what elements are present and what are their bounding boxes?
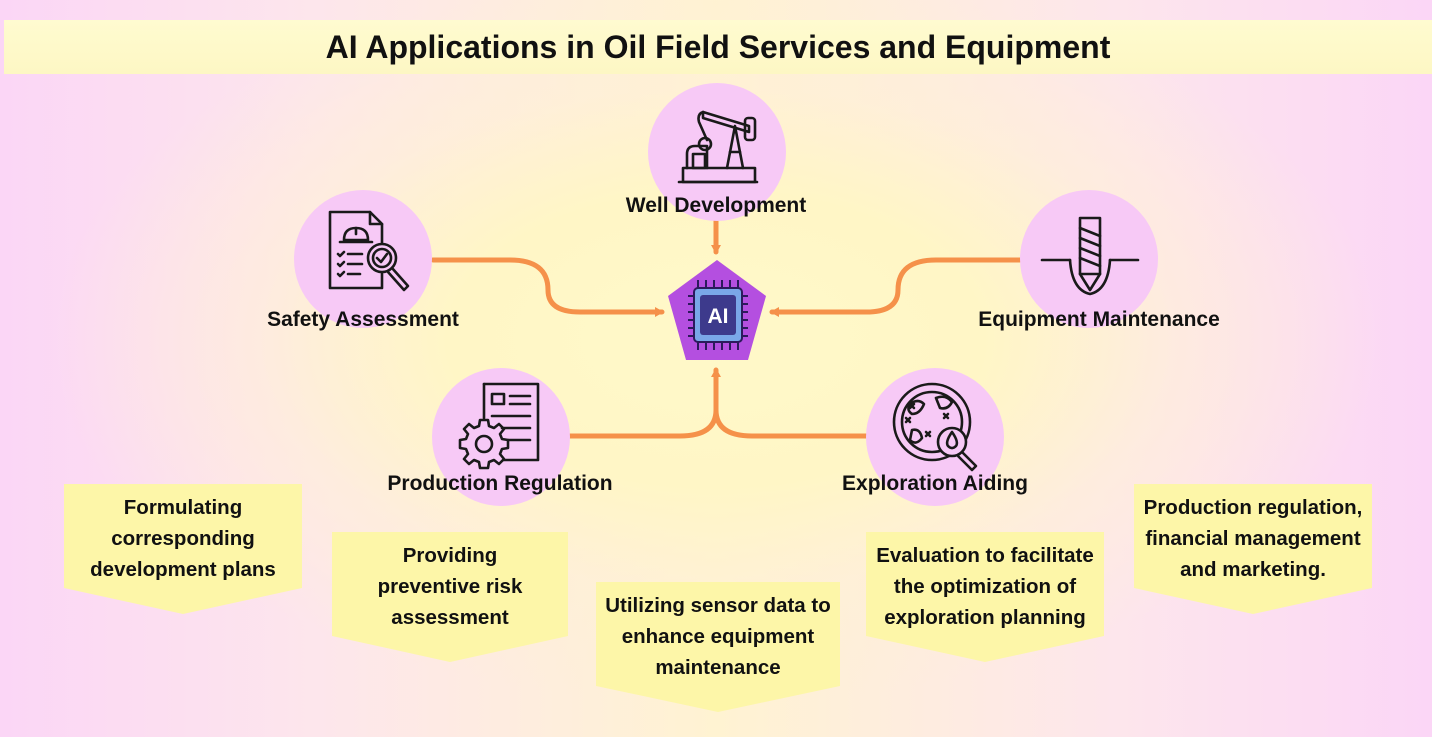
card-line: financial management xyxy=(1145,527,1361,550)
card-financial-management: Production regulation, financial managem… xyxy=(1134,484,1372,616)
card-sensor-data: Utilizing sensor data to enhance equipme… xyxy=(596,582,840,714)
card-line: exploration planning xyxy=(884,606,1086,629)
page-title: AI Applications in Oil Field Services an… xyxy=(325,28,1111,65)
well-development-label: Well Development xyxy=(625,194,807,217)
card-line: enhance equipment xyxy=(621,625,815,648)
card-line: Utilizing sensor data to xyxy=(605,594,831,617)
card-line: corresponding xyxy=(111,527,255,550)
card-line: and marketing. xyxy=(1180,558,1326,581)
card-preventive-risk: Providing preventive risk assessment xyxy=(332,532,568,664)
connector-production-regulation xyxy=(567,367,721,439)
card-line: the optimization of xyxy=(893,575,1077,598)
production-regulation-label: Production Regulation xyxy=(387,472,613,495)
card-line: maintenance xyxy=(655,656,781,679)
card-development-plans: Formulating corresponding development pl… xyxy=(64,484,302,616)
pumpjack-icon xyxy=(677,110,759,184)
card-line: Formulating xyxy=(123,496,243,519)
card-line: assessment xyxy=(391,606,509,629)
connector-equipment-maintenance xyxy=(769,257,1023,317)
connector-exploration-aiding xyxy=(713,407,869,439)
exploration-aiding-label: Exploration Aiding xyxy=(842,472,1028,495)
card-line: preventive risk xyxy=(377,575,523,598)
card-line: Production regulation, xyxy=(1143,496,1363,519)
connector-safety-assessment xyxy=(430,257,665,317)
safety-document-icon xyxy=(328,210,410,292)
well-development-circle xyxy=(648,83,786,221)
ai-chip-icon: AI xyxy=(668,260,766,360)
globe-search-icon xyxy=(892,382,978,472)
title-bar: AI Applications in Oil Field Services an… xyxy=(4,20,1432,74)
card-line: Evaluation to facilitate xyxy=(876,544,1094,567)
gear-document-icon xyxy=(458,382,540,470)
ai-chip-label: AI xyxy=(708,305,729,328)
card-exploration-planning: Evaluation to facilitate the optimizatio… xyxy=(866,532,1104,664)
safety-assessment-label: Safety Assessment xyxy=(267,308,459,331)
card-line: Providing xyxy=(402,544,498,567)
drill-bit-icon xyxy=(1040,216,1140,296)
equipment-maintenance-label: Equipment Maintenance xyxy=(978,308,1220,331)
card-line: development plans xyxy=(90,558,276,581)
